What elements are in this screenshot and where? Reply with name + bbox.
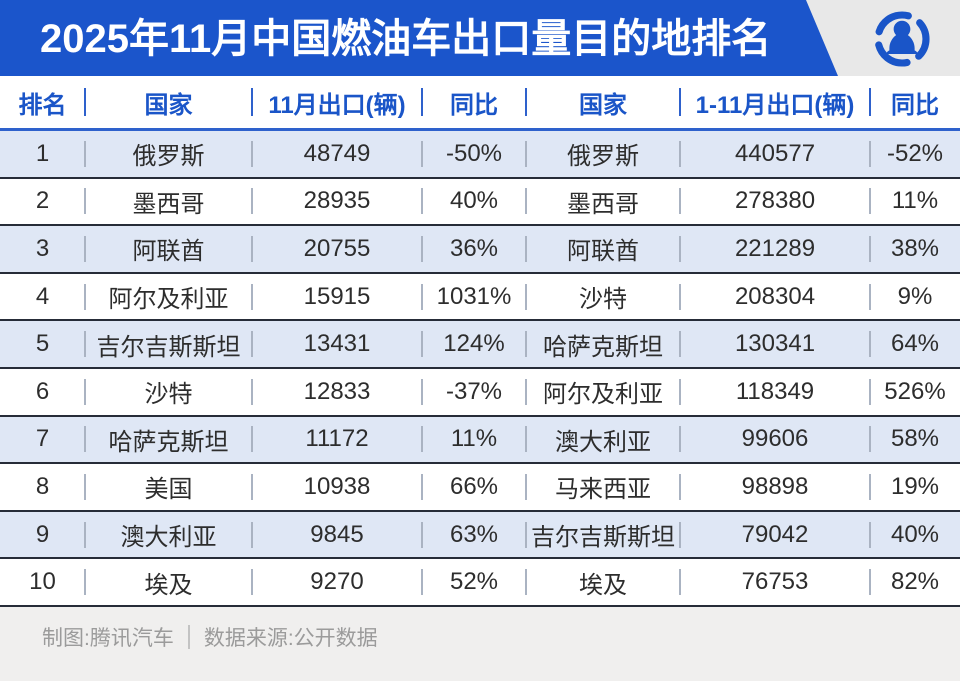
country-nov-cell: 美国: [85, 464, 252, 510]
country-nov-cell: 阿联酋: [85, 226, 252, 272]
yoy-nov-cell: -37%: [422, 369, 526, 415]
nov-exports-cell: 13431: [252, 321, 422, 367]
country-nov-cell: 吉尔吉斯斯坦: [85, 321, 252, 367]
ytd-exports-cell: 278380: [680, 179, 870, 225]
country-nov-cell: 墨西哥: [85, 179, 252, 225]
header-yoy-ytd: 同比: [891, 91, 939, 119]
yoy-nov-cell: 63%: [422, 512, 526, 558]
rank-cell: 4: [0, 274, 85, 320]
yoy-ytd-cell: 38%: [890, 234, 940, 262]
country-ytd-cell: 沙特: [526, 274, 680, 320]
nov-exports-cell: 15915: [252, 274, 422, 320]
country-ytd-cell: 澳大利亚: [526, 417, 680, 463]
table-row: 3 阿联酋 20755 36% 阿联酋 221289 38%: [0, 226, 960, 274]
header-ytd-exports: 1-11月出口(辆): [680, 76, 870, 128]
nov-exports-cell: 9845: [252, 512, 422, 558]
table-row: 2 墨西哥 28935 40% 墨西哥 278380 11%: [0, 178, 960, 227]
table-row: 8 美国 10938 66% 马来西亚 98898 19%: [0, 464, 960, 512]
rank-cell: 7: [0, 417, 85, 463]
footer-separator: [187, 624, 190, 649]
table-row: 1 俄罗斯 48749 -50% 俄罗斯 440577 -52%: [0, 131, 960, 179]
yoy-nov-cell: 11%: [422, 417, 526, 463]
rank-cell: 9: [0, 512, 85, 558]
table-row: 9 澳大利亚 9845 63% 吉尔吉斯斯坦 79042 40%: [0, 511, 960, 560]
yoy-ytd-cell: 11%: [891, 187, 939, 215]
yoy-ytd-cell: 19%: [890, 472, 940, 500]
ytd-exports-cell: 130341: [680, 321, 870, 367]
nov-exports-cell: 12833: [252, 369, 422, 415]
yoy-ytd-cell: 40%: [890, 520, 940, 548]
table-row: 7 哈萨克斯坦 11172 11% 澳大利亚 99606 58%: [0, 416, 960, 465]
rank-cell: 1: [0, 131, 85, 177]
footer-credit: 制图:腾讯汽车: [42, 626, 174, 650]
yoy-ytd-cell: 82%: [890, 568, 940, 596]
yoy-ytd-cell: -52%: [886, 139, 944, 167]
footer-text: 制图:腾讯汽车 数据来源:公开数据: [42, 622, 378, 652]
page-title: 2025年11月中国燃油车出口量目的地排名: [40, 17, 772, 61]
country-nov-cell: 哈萨克斯坦: [85, 417, 252, 463]
rank-cell: 6: [0, 369, 85, 415]
ytd-exports-cell: 99606: [680, 417, 870, 463]
ytd-exports-cell: 98898: [680, 464, 870, 510]
ytd-exports-cell: 208304: [680, 274, 870, 320]
table-header-row: 排名 国家 11月出口(辆) 同比 国家 1-11月出口(辆) 同比: [0, 76, 960, 131]
rank-cell: 2: [0, 179, 85, 225]
footer: 制图:腾讯汽车 数据来源:公开数据: [0, 606, 960, 681]
header-country-ytd: 国家: [526, 76, 680, 128]
rank-cell: 8: [0, 464, 85, 510]
country-ytd-cell: 吉尔吉斯斯坦: [526, 512, 680, 558]
ytd-exports-cell: 221289: [680, 226, 870, 272]
country-ytd-cell: 埃及: [526, 559, 680, 605]
rank-cell: 3: [0, 226, 85, 272]
nov-exports-cell: 9270: [252, 559, 422, 605]
country-ytd-cell: 马来西亚: [526, 464, 680, 510]
header-nov-exports: 11月出口(辆): [252, 76, 422, 128]
table-row: 5 吉尔吉斯斯坦 13431 124% 哈萨克斯坦 130341 64%: [0, 321, 960, 369]
title-banner: 2025年11月中国燃油车出口量目的地排名: [0, 0, 960, 76]
country-nov-cell: 埃及: [85, 559, 252, 605]
table-row: 4 阿尔及利亚 15915 1031% 沙特 208304 9%: [0, 273, 960, 322]
country-nov-cell: 阿尔及利亚: [85, 274, 252, 320]
country-nov-cell: 沙特: [85, 369, 252, 415]
yoy-nov-cell: 124%: [422, 321, 526, 367]
nov-exports-cell: 10938: [252, 464, 422, 510]
yoy-ytd-cell: 526%: [884, 377, 946, 405]
ytd-exports-cell: 79042: [680, 512, 870, 558]
header-yoy-nov: 同比: [422, 76, 526, 128]
nov-exports-cell: 28935: [252, 179, 422, 225]
rank-cell: 5: [0, 321, 85, 367]
ytd-exports-cell: 76753: [680, 559, 870, 605]
ytd-exports-cell: 118349: [680, 369, 870, 415]
nov-exports-cell: 11172: [252, 417, 422, 463]
country-ytd-cell: 阿尔及利亚: [526, 369, 680, 415]
footer-source: 数据来源:公开数据: [203, 626, 378, 650]
ytd-exports-cell: 440577: [680, 131, 870, 177]
yoy-ytd-cell: 9%: [897, 282, 933, 310]
yoy-nov-cell: 1031%: [422, 274, 526, 320]
rank-cell: 10: [0, 559, 85, 605]
header-rank: 排名: [0, 76, 85, 128]
country-nov-cell: 俄罗斯: [85, 131, 252, 177]
yoy-nov-cell: 36%: [422, 226, 526, 272]
yoy-nov-cell: 66%: [422, 464, 526, 510]
country-ytd-cell: 墨西哥: [526, 179, 680, 225]
table-body: 1 俄罗斯 48749 -50% 俄罗斯 440577 -52% 2 墨西哥 2…: [0, 131, 960, 607]
nov-exports-cell: 20755: [252, 226, 422, 272]
yoy-nov-cell: -50%: [422, 131, 526, 177]
yoy-ytd-cell: 58%: [890, 425, 940, 453]
nov-exports-cell: 48749: [252, 131, 422, 177]
header-country-nov: 国家: [85, 76, 252, 128]
country-ytd-cell: 阿联酋: [526, 226, 680, 272]
yoy-nov-cell: 52%: [422, 559, 526, 605]
table-row: 10 埃及 9270 52% 埃及 76753 82%: [0, 559, 960, 607]
tencent-news-penguin-logo-icon: [870, 7, 934, 71]
country-ytd-cell: 哈萨克斯坦: [526, 321, 680, 367]
banner-blue-shape: [0, 0, 838, 76]
table-row: 6 沙特 12833 -37% 阿尔及利亚 118349 526%: [0, 368, 960, 417]
yoy-nov-cell: 40%: [422, 179, 526, 225]
country-nov-cell: 澳大利亚: [85, 512, 252, 558]
country-ytd-cell: 俄罗斯: [526, 131, 680, 177]
yoy-ytd-cell: 64%: [890, 330, 940, 358]
